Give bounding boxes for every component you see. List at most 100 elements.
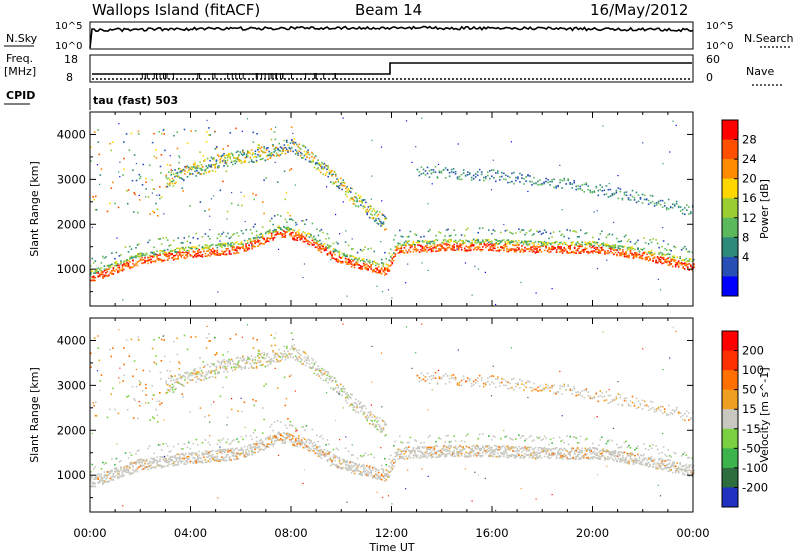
velocity-cell — [266, 446, 268, 448]
power-cell — [185, 257, 187, 260]
velocity-cell — [157, 460, 160, 463]
velocity-cell — [185, 463, 187, 466]
power-cell — [314, 246, 317, 249]
power-cell — [671, 265, 674, 268]
power-cell — [335, 260, 338, 262]
velocity-cell — [380, 464, 383, 467]
velocity-cell — [349, 468, 351, 471]
velocity-cell — [299, 442, 302, 444]
power-cell — [667, 260, 669, 262]
velocity-cell — [390, 461, 392, 464]
power-cell — [232, 154, 234, 157]
power-cell — [536, 245, 538, 248]
velocity-cell — [115, 457, 118, 460]
nsky-panel: N.Sky 10^5 10^0 10^5 10^0 N.Search — [4, 21, 794, 52]
power-cell — [690, 211, 692, 213]
velocity-cell — [260, 442, 262, 444]
velocity-cell — [222, 448, 225, 451]
power-cell — [148, 259, 151, 261]
power-cell — [112, 267, 115, 269]
power-cell — [191, 246, 193, 248]
power-cell — [535, 292, 537, 294]
power-cell — [159, 252, 161, 254]
velocity-cell — [384, 480, 386, 482]
power-cell — [500, 231, 502, 234]
power-cell — [429, 243, 431, 245]
power-cell — [384, 269, 386, 271]
velocity-cell — [100, 468, 103, 470]
velocity-cell — [432, 455, 434, 458]
power-cell — [166, 258, 169, 261]
power-cell — [377, 265, 380, 268]
power-cell — [559, 181, 561, 184]
velocity-cell — [237, 452, 240, 454]
nsearch-tick-top: 10^5 — [706, 21, 733, 32]
power-cell — [655, 260, 657, 263]
power-cell — [475, 249, 478, 251]
velocity-cell — [236, 452, 238, 454]
velocity-cell — [503, 450, 505, 453]
power-cell — [168, 252, 170, 254]
power-cell — [528, 250, 531, 253]
power-cell — [115, 264, 118, 267]
power-cell — [357, 205, 360, 207]
velocity-cell — [498, 446, 501, 448]
power-cell — [278, 149, 280, 152]
power-cell — [559, 179, 561, 181]
velocity-cell — [438, 455, 440, 457]
power-cell — [127, 262, 130, 265]
velocity-cell — [346, 467, 348, 470]
power-cell — [433, 246, 436, 249]
velocity-cell — [172, 462, 175, 465]
power-cell — [359, 268, 362, 270]
velocity-cell — [216, 455, 219, 458]
power-cell — [132, 169, 134, 171]
power-cell — [169, 253, 172, 256]
power-cell — [593, 241, 596, 243]
power-cell — [564, 249, 567, 251]
power-cell — [270, 237, 273, 239]
power-cell — [595, 187, 598, 189]
velocity-cell — [459, 445, 461, 447]
power-cell — [411, 245, 413, 248]
power-cell — [163, 133, 165, 135]
velocity-cell — [142, 468, 145, 470]
velocity-cell — [498, 456, 501, 458]
power-cell — [598, 238, 600, 240]
power-cell — [298, 236, 300, 238]
velocity-cell — [221, 456, 223, 458]
power-cell — [563, 241, 565, 244]
power-cell — [276, 226, 279, 229]
power-cell — [123, 168, 125, 171]
power-cell — [593, 211, 595, 213]
power-cell — [515, 249, 517, 251]
power-cell — [539, 240, 541, 243]
power-cell — [671, 207, 674, 209]
power-cell — [206, 247, 208, 249]
power-cell — [629, 246, 632, 249]
power-cell — [306, 151, 308, 153]
power-cell — [207, 245, 210, 248]
velocity-cell — [240, 447, 243, 449]
power-cell — [130, 248, 133, 250]
power-cell — [440, 172, 443, 174]
power-cell — [336, 185, 338, 187]
power-cell — [628, 248, 630, 251]
velocity-cell — [507, 456, 510, 459]
power-cell — [176, 131, 178, 134]
velocity-cell — [471, 445, 473, 448]
power-cell — [288, 147, 291, 149]
power-cell — [640, 255, 642, 258]
power-cell — [296, 150, 298, 153]
power-cell — [507, 242, 510, 244]
power-cell — [408, 240, 410, 242]
power-cell — [361, 268, 363, 270]
power-cell — [553, 186, 555, 189]
power-cell — [381, 290, 384, 293]
power-cell — [584, 241, 587, 244]
power-cell — [531, 242, 534, 245]
power-cell — [447, 239, 449, 242]
velocity-cell — [504, 451, 507, 454]
power-cell — [613, 246, 615, 248]
power-cell — [117, 264, 119, 267]
